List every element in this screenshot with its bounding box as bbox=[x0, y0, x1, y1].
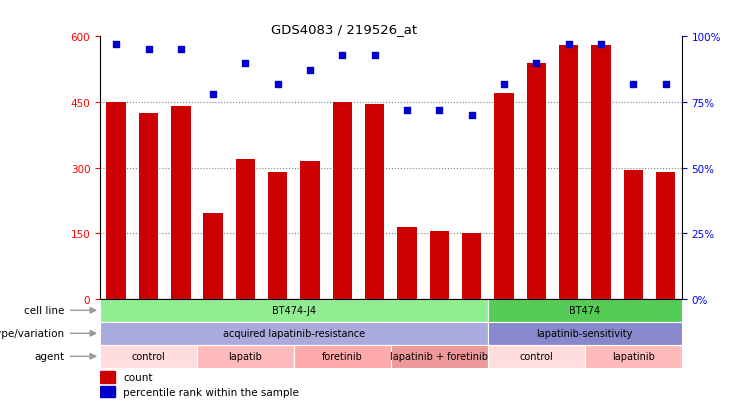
Bar bbox=[300, 161, 320, 299]
Bar bbox=[488, 299, 682, 322]
Text: lapatib: lapatib bbox=[228, 351, 262, 361]
Point bbox=[336, 52, 348, 59]
Bar bbox=[100, 299, 488, 322]
Bar bbox=[488, 345, 585, 368]
Bar bbox=[236, 159, 255, 299]
Point bbox=[433, 107, 445, 114]
Point bbox=[207, 92, 219, 98]
Point bbox=[272, 81, 284, 88]
Bar bbox=[100, 386, 115, 397]
Text: lapatinib + foretinib: lapatinib + foretinib bbox=[391, 351, 488, 361]
Bar bbox=[333, 103, 352, 299]
Bar bbox=[559, 46, 578, 299]
Point bbox=[498, 81, 510, 88]
Point bbox=[239, 60, 251, 66]
Point bbox=[466, 112, 478, 119]
Bar bbox=[197, 345, 294, 368]
Bar bbox=[494, 94, 514, 299]
Bar bbox=[268, 173, 288, 299]
Point bbox=[175, 47, 187, 54]
Bar bbox=[624, 170, 643, 299]
Bar bbox=[391, 345, 488, 368]
Bar bbox=[100, 322, 488, 345]
Bar bbox=[100, 371, 115, 382]
Text: BT474-J4: BT474-J4 bbox=[272, 306, 316, 316]
Point bbox=[304, 68, 316, 74]
Text: agent: agent bbox=[34, 351, 64, 361]
Bar bbox=[139, 114, 159, 299]
Text: count: count bbox=[123, 372, 153, 382]
Point bbox=[531, 60, 542, 66]
Text: genotype/variation: genotype/variation bbox=[0, 328, 64, 339]
Bar bbox=[100, 345, 197, 368]
Text: BT474: BT474 bbox=[569, 306, 600, 316]
Text: control: control bbox=[132, 351, 165, 361]
Bar bbox=[527, 63, 546, 299]
Text: percentile rank within the sample: percentile rank within the sample bbox=[123, 387, 299, 397]
Bar bbox=[294, 345, 391, 368]
Bar bbox=[204, 214, 223, 299]
Point bbox=[595, 42, 607, 48]
Bar bbox=[462, 234, 482, 299]
Bar bbox=[171, 107, 190, 299]
Text: control: control bbox=[519, 351, 554, 361]
Bar bbox=[585, 345, 682, 368]
Point bbox=[369, 52, 381, 59]
Point bbox=[562, 42, 574, 48]
Bar bbox=[365, 105, 385, 299]
Bar bbox=[488, 322, 682, 345]
Text: acquired lapatinib-resistance: acquired lapatinib-resistance bbox=[223, 328, 365, 339]
Bar bbox=[656, 173, 675, 299]
Point bbox=[628, 81, 639, 88]
Point bbox=[659, 81, 671, 88]
Title: GDS4083 / 219526_at: GDS4083 / 219526_at bbox=[271, 23, 417, 36]
Bar bbox=[107, 103, 126, 299]
Text: cell line: cell line bbox=[24, 306, 64, 316]
Point bbox=[110, 42, 122, 48]
Text: lapatinib-sensitivity: lapatinib-sensitivity bbox=[536, 328, 633, 339]
Point bbox=[142, 47, 154, 54]
Point bbox=[401, 107, 413, 114]
Bar bbox=[430, 231, 449, 299]
Text: lapatinib: lapatinib bbox=[612, 351, 655, 361]
Bar bbox=[397, 227, 416, 299]
Bar bbox=[591, 46, 611, 299]
Text: foretinib: foretinib bbox=[322, 351, 363, 361]
